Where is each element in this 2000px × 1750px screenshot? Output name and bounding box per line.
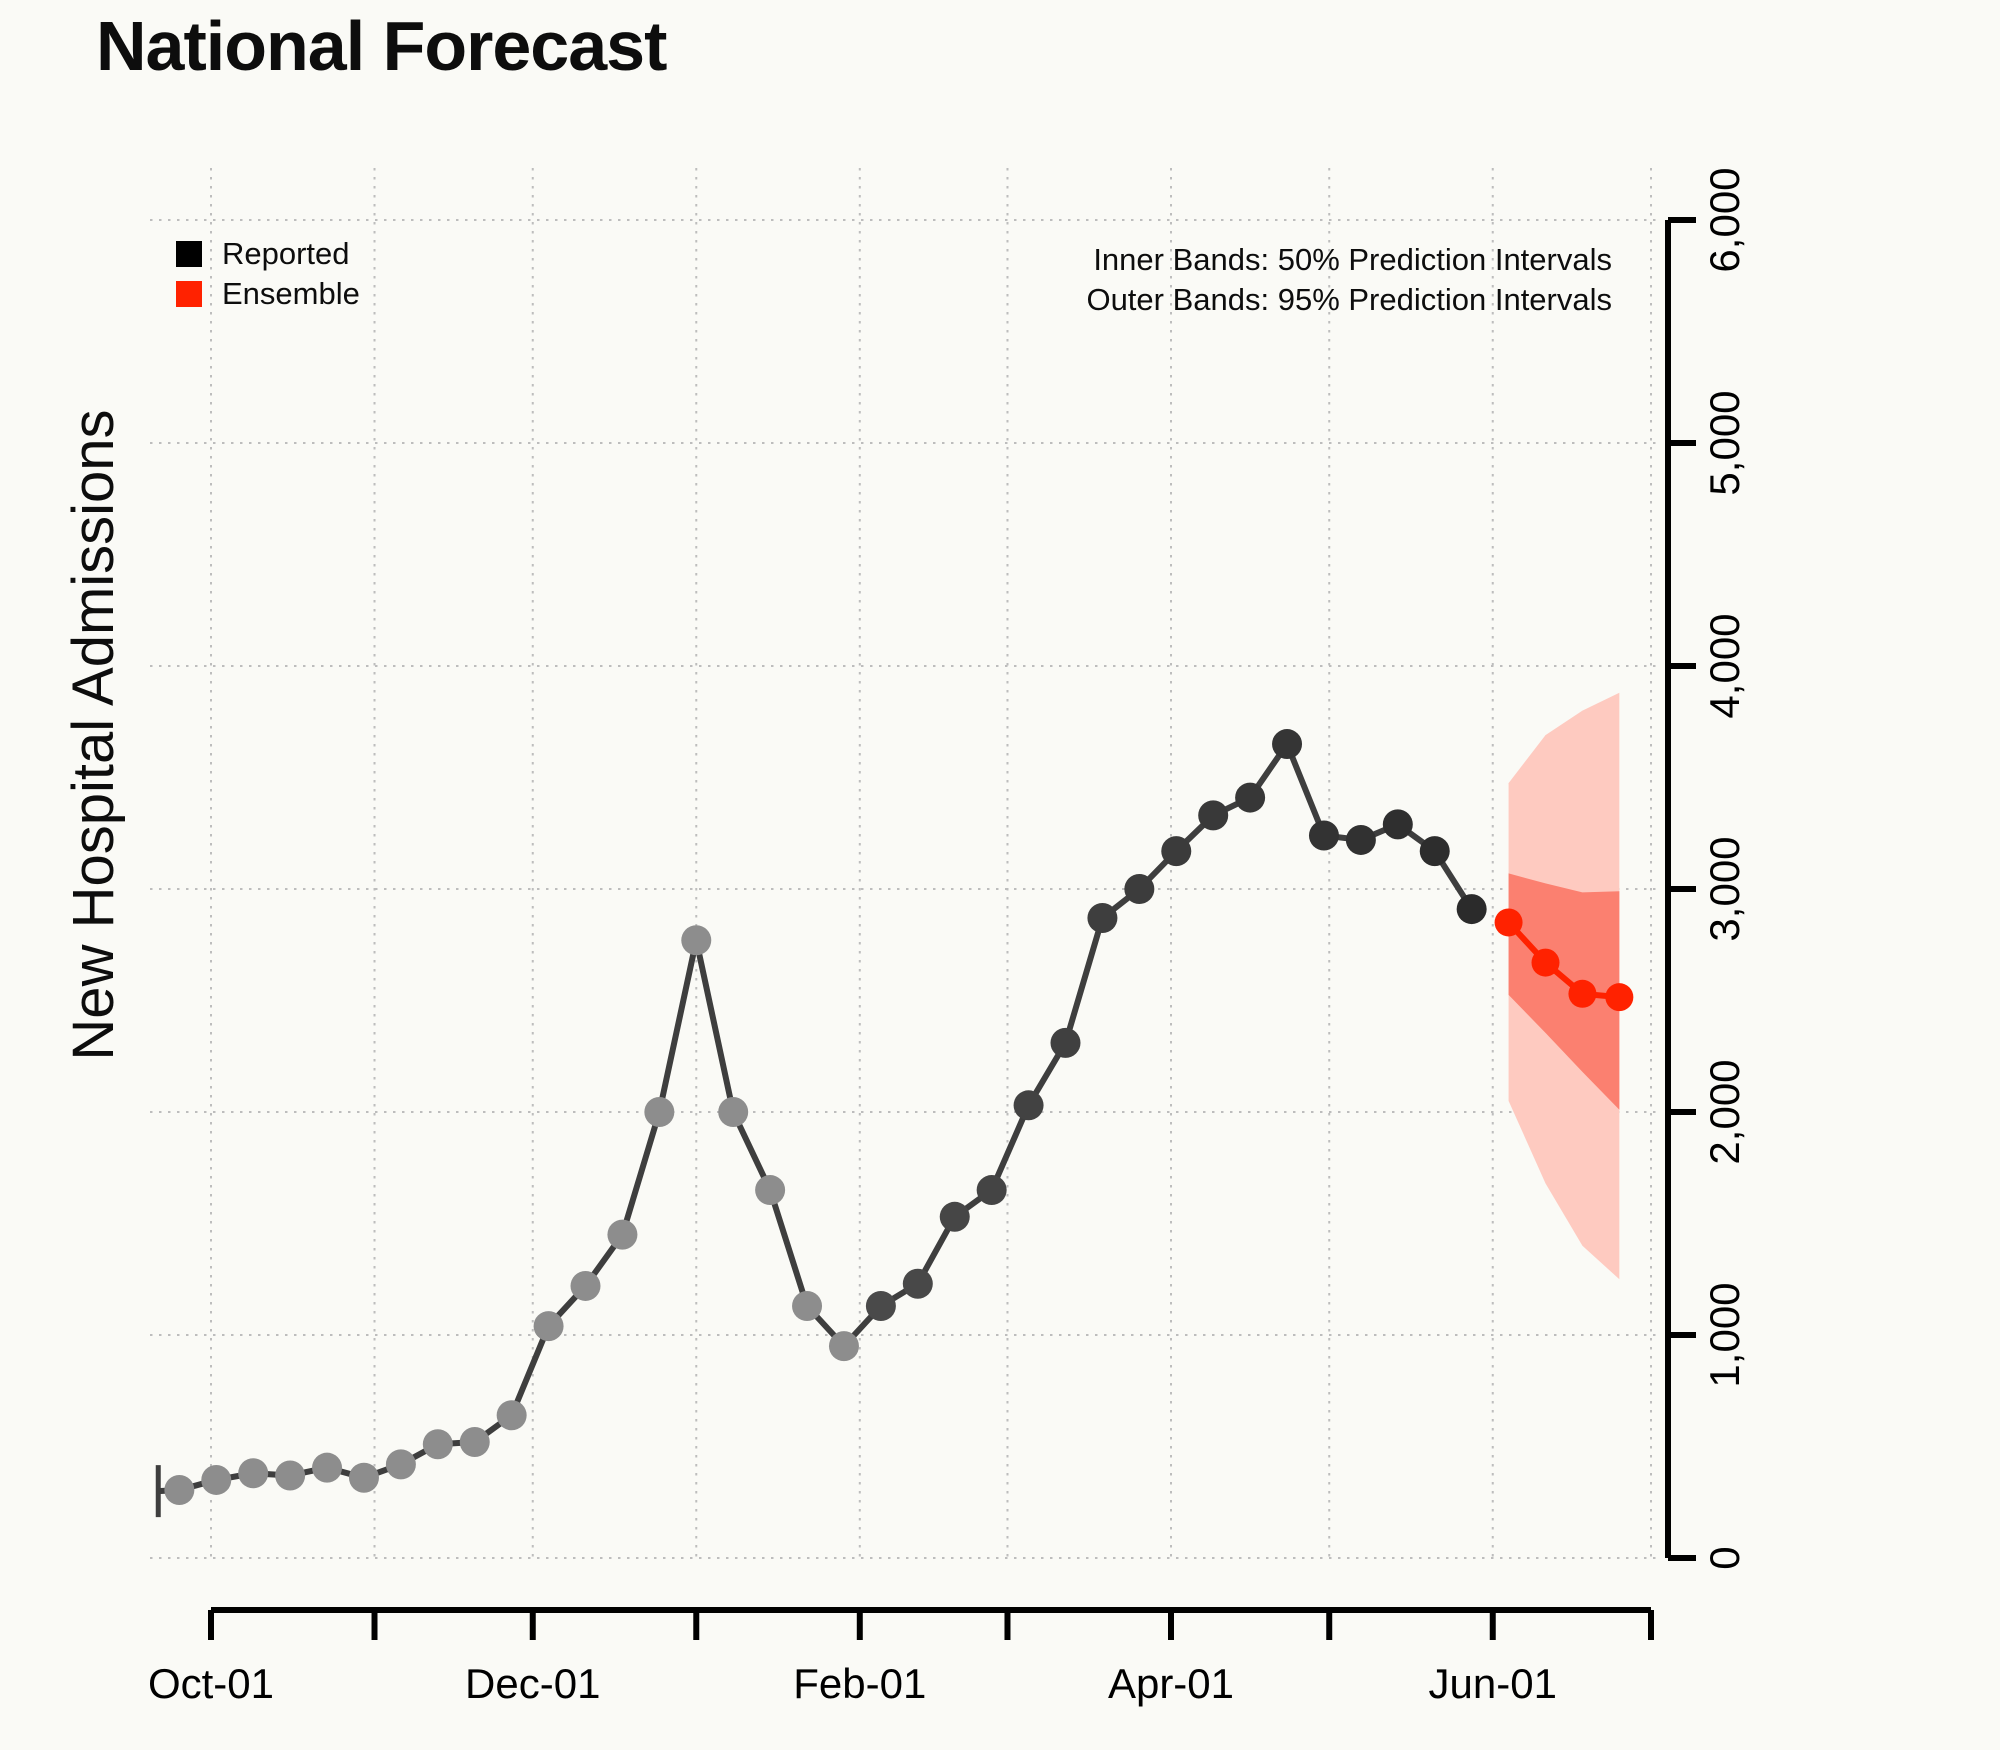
reported-point — [755, 1175, 786, 1206]
forecast-series — [1494, 908, 1634, 1012]
x-tick-label: Feb-01 — [793, 1660, 926, 1707]
reported-line — [158, 741, 1475, 1495]
reported-point — [1124, 874, 1155, 904]
reported-point — [1382, 809, 1413, 840]
page-title: National Forecast — [96, 7, 667, 85]
reported-point — [164, 1474, 195, 1505]
reported-point — [570, 1270, 601, 1301]
x-tick-label: Apr-01 — [1108, 1660, 1234, 1707]
reported-point — [348, 1462, 379, 1493]
reported-point — [865, 1291, 896, 1322]
reported-point — [1050, 1027, 1081, 1058]
reported-point — [1272, 729, 1303, 760]
forecast-line — [1506, 920, 1620, 1001]
prediction-interval-note: Inner Bands: 50% Prediction Intervals Ou… — [1086, 240, 1612, 320]
reported-point — [385, 1449, 416, 1480]
legend: Reported Ensemble — [176, 234, 360, 314]
x-tick-label: Jun-01 — [1429, 1660, 1557, 1707]
legend-item-ensemble: Ensemble — [176, 274, 360, 314]
x-tick-label: Dec-01 — [465, 1660, 600, 1707]
reported-point — [828, 1331, 859, 1362]
reported-point — [718, 1097, 749, 1127]
forecast-point — [1568, 979, 1597, 1008]
x-axis: Oct-01 Dec-01 Feb-01 Apr-01 Jun-01 — [148, 1607, 1654, 1707]
y-axis-title: New Hospital Admissions — [61, 409, 126, 1061]
reported-point — [1456, 894, 1487, 925]
forecast-point — [1494, 908, 1523, 937]
reported-point — [459, 1427, 490, 1458]
y-tick-label: 5,000 — [1701, 390, 1748, 495]
reported-point — [1235, 782, 1266, 813]
reported-point — [1419, 836, 1450, 867]
reported-point — [238, 1458, 269, 1489]
y-tick-label: 1,000 — [1701, 1282, 1748, 1387]
y-tick-label: 2,000 — [1701, 1059, 1748, 1164]
x-tick-label: Oct-01 — [148, 1660, 274, 1707]
reported-point — [1308, 820, 1339, 851]
reported-point — [1013, 1090, 1044, 1121]
legend-label-reported: Reported — [222, 236, 350, 271]
legend-label-ensemble: Ensemble — [222, 276, 360, 311]
y-tick-label: 6,000 — [1701, 167, 1748, 272]
reported-point — [201, 1464, 232, 1495]
reported-point — [533, 1311, 564, 1342]
reported-point — [902, 1268, 933, 1299]
y-axis: 0 1,000 2,000 3,000 4,000 5,000 6,000 — [1665, 167, 1748, 1570]
forecast-point — [1531, 948, 1560, 977]
reported-series — [155, 729, 1487, 1518]
reported-point — [1345, 824, 1376, 855]
reported-point — [644, 1097, 675, 1127]
ensemble-swatch-icon — [176, 281, 202, 307]
reported-point — [1161, 836, 1192, 867]
reported-point — [939, 1201, 970, 1232]
y-tick-label: 3,000 — [1701, 836, 1748, 941]
prediction-band-50 — [1508, 873, 1620, 1110]
reported-swatch-icon — [176, 241, 202, 267]
legend-item-reported: Reported — [176, 234, 360, 274]
note-outer-bands: Outer Bands: 95% Prediction Intervals — [1086, 282, 1612, 317]
note-inner-bands: Inner Bands: 50% Prediction Intervals — [1093, 242, 1612, 277]
reported-point — [1087, 902, 1118, 933]
reported-point — [792, 1291, 823, 1322]
y-tick-label: 4,000 — [1701, 613, 1748, 718]
y-tick-label: 0 — [1701, 1546, 1748, 1569]
reported-point — [496, 1400, 527, 1431]
reported-point — [312, 1452, 343, 1483]
reported-point — [681, 925, 712, 956]
reported-point — [1198, 800, 1229, 831]
reported-point — [422, 1429, 453, 1460]
reported-point — [976, 1175, 1007, 1206]
reported-point — [607, 1219, 638, 1250]
reported-point — [275, 1460, 306, 1491]
forecast-point — [1605, 983, 1634, 1012]
